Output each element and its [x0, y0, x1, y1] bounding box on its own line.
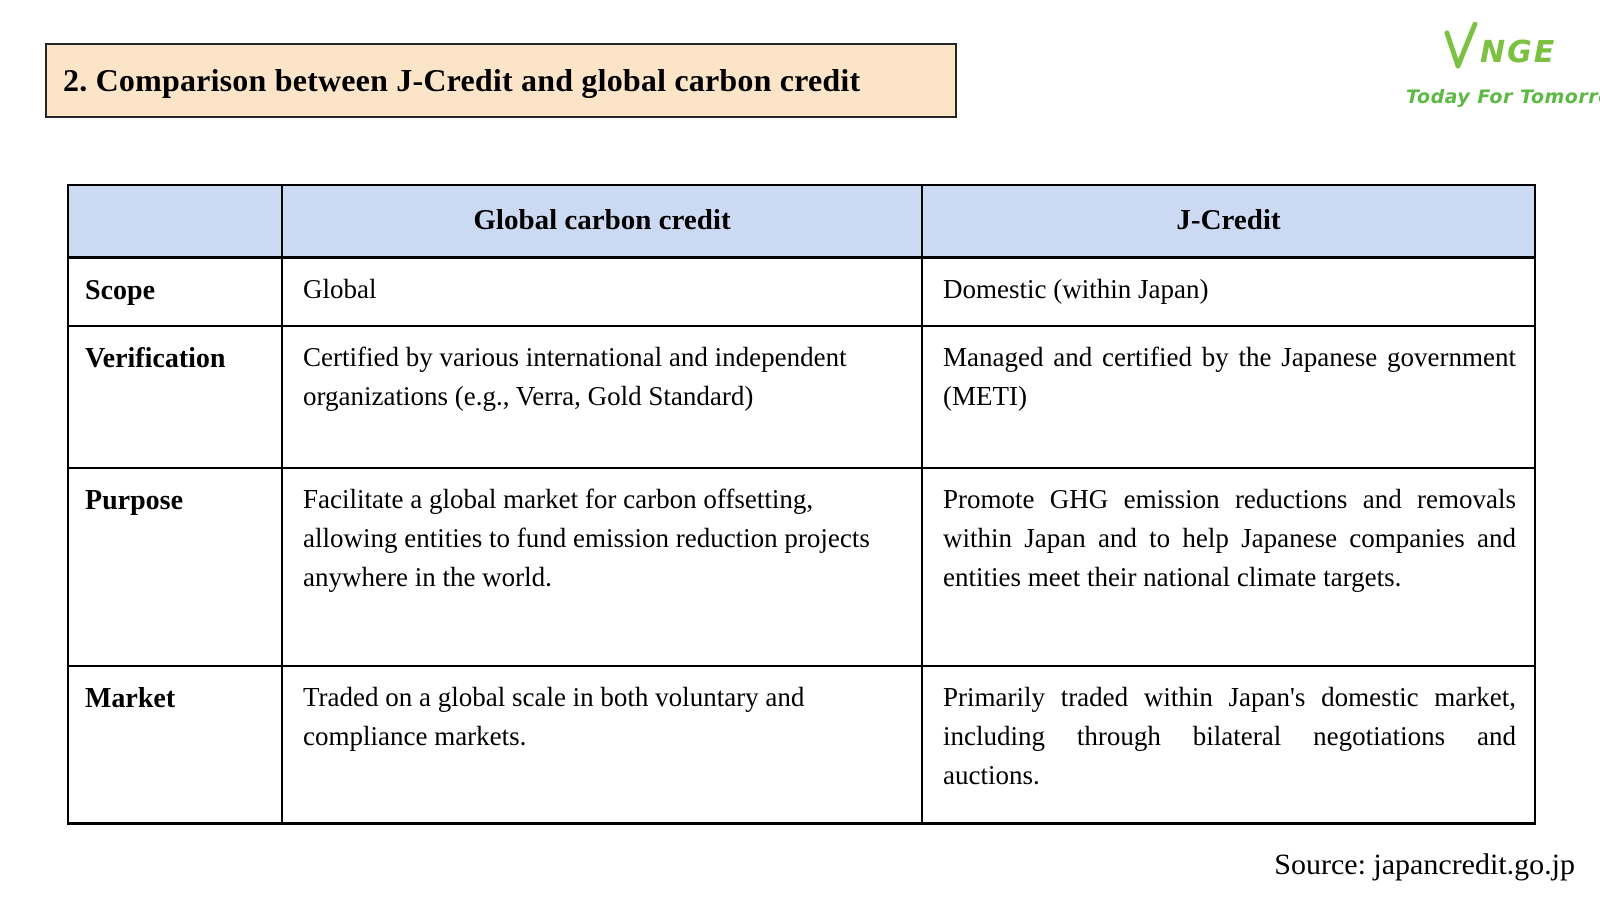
slide-title-box: 2. Comparison between J-Credit and globa…: [45, 43, 957, 118]
vnge-logo: NGE Today For Tomorrow: [1400, 20, 1600, 108]
source-attribution: Source: japancredit.go.jp: [1274, 848, 1575, 881]
scope-jcredit-cell: Domestic (within Japan): [921, 256, 1536, 327]
verification-jcredit-cell: Managed and certified by the Japanese go…: [921, 325, 1536, 469]
checkmark-logo-icon: [1444, 22, 1478, 69]
verification-global-cell: Certified by various international and i…: [281, 325, 923, 469]
row-label-verification: Verification: [67, 325, 283, 469]
table-row-market: Market Traded on a global scale in both …: [67, 665, 1536, 825]
table-row-scope: Scope Global Domestic (within Japan): [67, 256, 1536, 327]
table-row-purpose: Purpose Facilitate a global market for c…: [67, 467, 1536, 667]
row-label-market: Market: [67, 665, 283, 825]
header-cell-global-carbon-credit: Global carbon credit: [281, 184, 923, 259]
row-label-scope: Scope: [67, 256, 283, 327]
logo-tagline: Today For Tomorrow: [1406, 86, 1600, 108]
header-cell-j-credit: J-Credit: [921, 184, 1536, 259]
comparison-table: Global carbon credit J-Credit Scope Glob…: [67, 184, 1536, 825]
row-label-purpose: Purpose: [67, 467, 283, 667]
table-header-row: Global carbon credit J-Credit: [67, 184, 1536, 259]
header-cell-empty: [67, 184, 283, 259]
purpose-global-cell: Facilitate a global market for carbon of…: [281, 467, 923, 667]
purpose-jcredit-cell: Promote GHG emission reductions and remo…: [921, 467, 1536, 667]
vnge-logo-brand: NGE: [1444, 20, 1590, 70]
logo-brand-text: NGE: [1480, 35, 1557, 70]
scope-global-cell: Global: [281, 256, 923, 327]
table-row-verification: Verification Certified by various intern…: [67, 325, 1536, 469]
page-title: 2. Comparison between J-Credit and globa…: [63, 62, 861, 98]
market-jcredit-cell: Primarily traded within Japan's domestic…: [921, 665, 1536, 825]
market-global-cell: Traded on a global scale in both volunta…: [281, 665, 923, 825]
